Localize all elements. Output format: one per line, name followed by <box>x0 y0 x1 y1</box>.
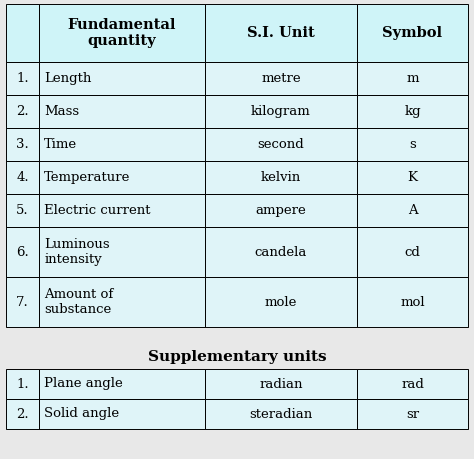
Bar <box>39 62 205 95</box>
Text: Fundamental
quantity: Fundamental quantity <box>68 17 176 48</box>
Bar <box>39 277 205 327</box>
Bar <box>6 369 39 399</box>
Bar <box>357 399 468 429</box>
Bar <box>205 128 357 161</box>
Text: Amount of
substance: Amount of substance <box>44 288 113 316</box>
Text: rad: rad <box>401 377 424 391</box>
Bar <box>205 95 357 128</box>
Bar <box>39 399 205 429</box>
Text: steradian: steradian <box>249 408 312 420</box>
Bar <box>6 194 39 227</box>
Bar <box>357 277 468 327</box>
Bar <box>357 62 468 95</box>
Text: 3.: 3. <box>16 138 29 151</box>
Text: m: m <box>406 72 419 85</box>
Bar <box>39 128 205 161</box>
Text: Mass: Mass <box>44 105 79 118</box>
Bar <box>205 4 357 62</box>
Bar <box>6 277 39 327</box>
Text: 7.: 7. <box>16 296 29 308</box>
Text: 4.: 4. <box>16 171 29 184</box>
Text: S.I. Unit: S.I. Unit <box>247 26 315 40</box>
Text: sr: sr <box>406 408 419 420</box>
Text: cd: cd <box>405 246 420 258</box>
Text: Symbol: Symbol <box>383 26 443 40</box>
Bar <box>6 399 39 429</box>
Text: ampere: ampere <box>255 204 306 217</box>
Bar <box>357 128 468 161</box>
Text: A: A <box>408 204 418 217</box>
Text: radian: radian <box>259 377 302 391</box>
Bar <box>357 4 468 62</box>
Bar <box>6 161 39 194</box>
Bar <box>6 62 39 95</box>
Text: 5.: 5. <box>16 204 29 217</box>
Bar <box>357 95 468 128</box>
Bar <box>39 369 205 399</box>
Bar <box>39 95 205 128</box>
Text: candela: candela <box>255 246 307 258</box>
Text: 2.: 2. <box>16 408 29 420</box>
Text: K: K <box>408 171 418 184</box>
Bar <box>39 194 205 227</box>
Text: Supplementary units: Supplementary units <box>148 350 326 364</box>
Text: mole: mole <box>264 296 297 308</box>
Text: second: second <box>257 138 304 151</box>
Text: mol: mol <box>400 296 425 308</box>
Bar <box>205 277 357 327</box>
Bar <box>6 95 39 128</box>
Bar <box>357 369 468 399</box>
Bar <box>6 128 39 161</box>
Text: s: s <box>409 138 416 151</box>
Text: 1.: 1. <box>16 72 29 85</box>
Bar <box>205 62 357 95</box>
Text: kg: kg <box>404 105 421 118</box>
Bar <box>205 227 357 277</box>
Text: kelvin: kelvin <box>261 171 301 184</box>
Bar <box>205 194 357 227</box>
Text: Length: Length <box>44 72 91 85</box>
Text: 2.: 2. <box>16 105 29 118</box>
Bar <box>205 369 357 399</box>
Bar <box>6 227 39 277</box>
Bar <box>357 161 468 194</box>
Text: Electric current: Electric current <box>44 204 151 217</box>
Bar <box>39 161 205 194</box>
Text: Time: Time <box>44 138 77 151</box>
Text: 6.: 6. <box>16 246 29 258</box>
Text: metre: metre <box>261 72 301 85</box>
Bar <box>357 227 468 277</box>
Text: Temperature: Temperature <box>44 171 131 184</box>
Bar <box>39 4 205 62</box>
Text: Solid angle: Solid angle <box>44 408 119 420</box>
Bar <box>6 4 39 62</box>
Bar <box>357 194 468 227</box>
Text: kilogram: kilogram <box>251 105 311 118</box>
Bar <box>205 399 357 429</box>
Bar <box>39 227 205 277</box>
Text: 1.: 1. <box>16 377 29 391</box>
Bar <box>205 161 357 194</box>
Text: Plane angle: Plane angle <box>44 377 123 391</box>
Text: Luminous
intensity: Luminous intensity <box>44 238 110 266</box>
